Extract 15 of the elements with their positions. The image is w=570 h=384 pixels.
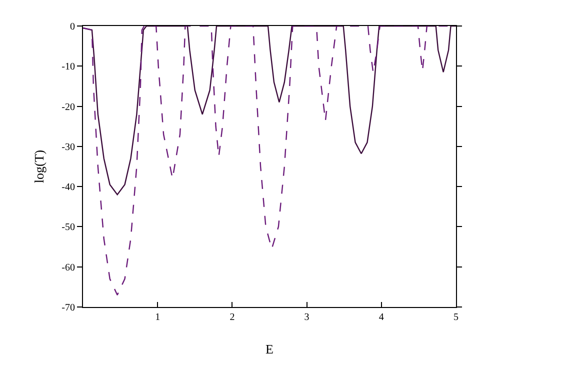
y-tick-label: -60 xyxy=(62,262,75,274)
y-tick-label: -50 xyxy=(62,222,75,234)
y-tick-label: -10 xyxy=(62,62,75,73)
y-tick-label: -70 xyxy=(62,302,75,314)
y-tick-label: -30 xyxy=(62,142,75,153)
x-tick-label: 1 xyxy=(155,312,160,323)
y-axis-title: log(T) xyxy=(32,150,47,184)
x-tick-label: 3 xyxy=(304,312,310,323)
y-tick-label: -20 xyxy=(62,102,75,113)
x-tick-label: 4 xyxy=(378,312,384,323)
x-tick-label: 2 xyxy=(230,312,235,323)
y-tick-label: 0 xyxy=(70,22,75,32)
x-axis-title: E xyxy=(266,342,274,357)
y-tick-label: -40 xyxy=(62,182,75,194)
x-tick-label: 5 xyxy=(454,312,458,323)
